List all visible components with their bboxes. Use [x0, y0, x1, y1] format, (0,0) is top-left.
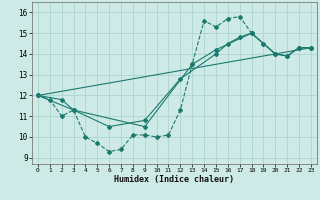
- X-axis label: Humidex (Indice chaleur): Humidex (Indice chaleur): [115, 175, 234, 184]
